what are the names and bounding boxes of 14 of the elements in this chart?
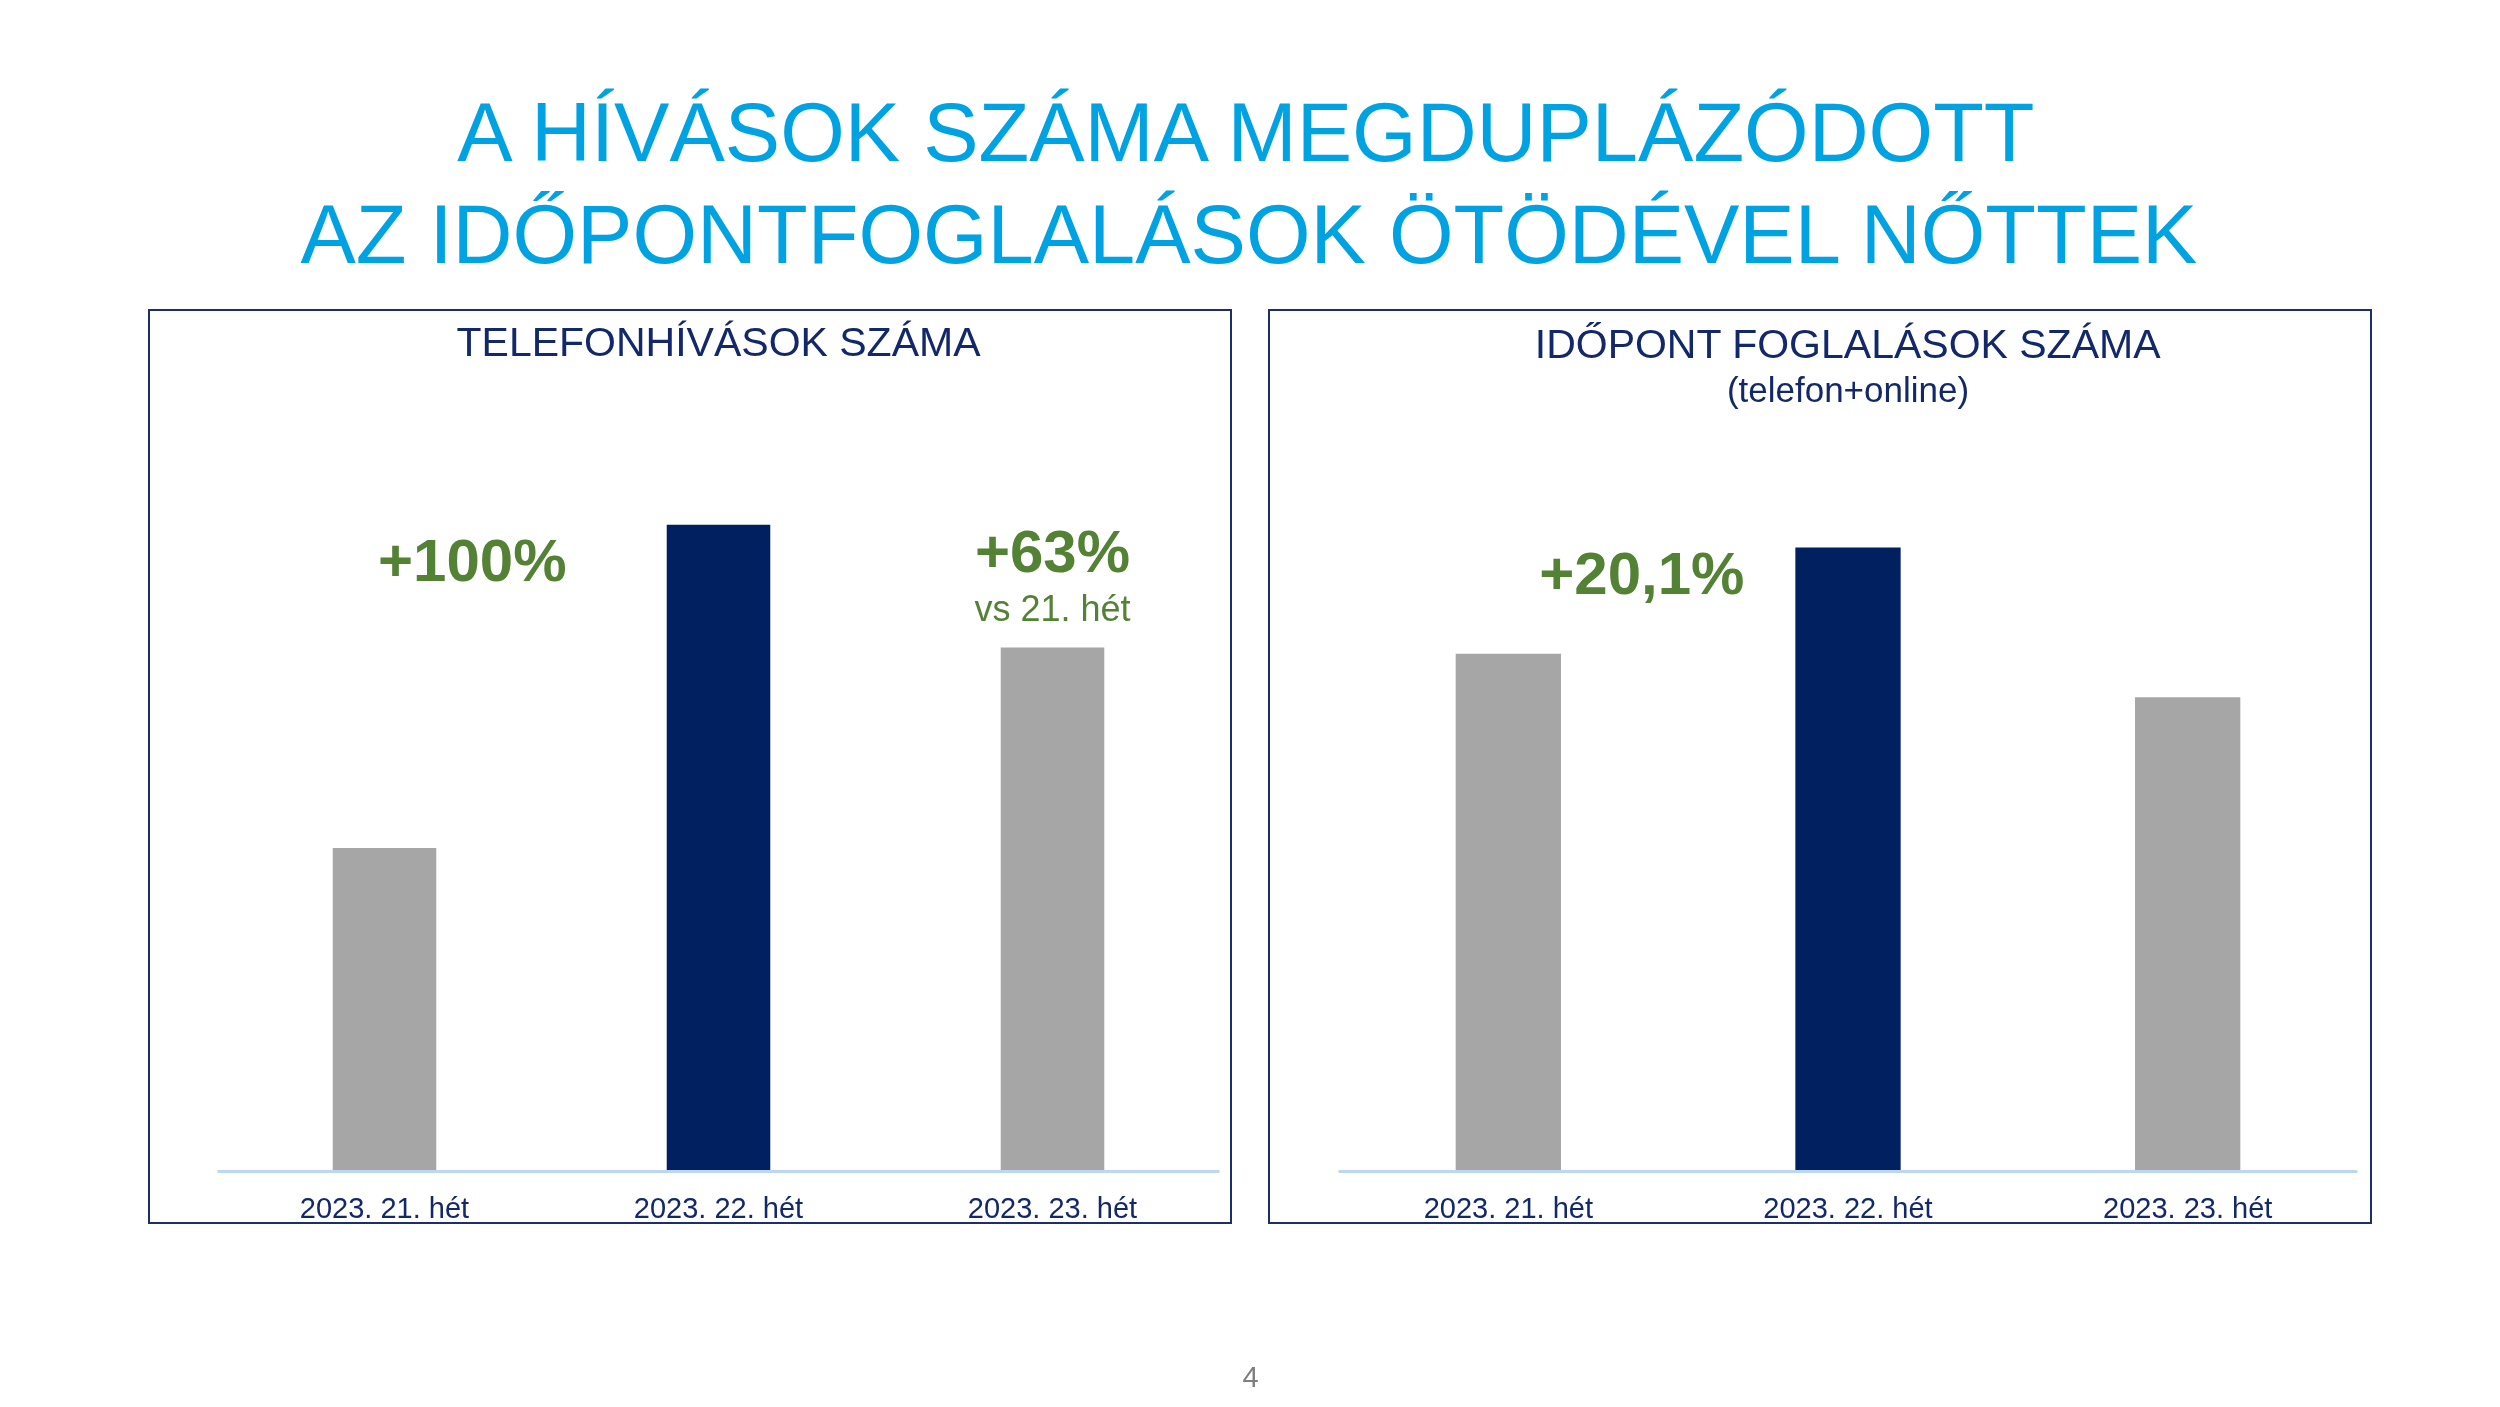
text: A HÍVÁSOK SZÁMA MEGDUPLÁZÓDOTT AZ IDŐPONTFOGLALÁSOK ÖTÖDÉVEL NŐTTEK xyxy=(300,85,2198,282)
x-tick-label: 2023. 22. hét xyxy=(633,1191,804,1224)
annotation: +20,1% xyxy=(1539,540,1745,608)
x-tick-label: 2023. 23. hét xyxy=(2103,1191,2273,1224)
chart-title: TELEFONHÍVÁSOK SZÁMA xyxy=(456,318,982,365)
x-tick-label: 2023. 21. hét xyxy=(299,1191,470,1224)
annotation: +100% xyxy=(378,527,567,595)
chart-subtitle: (telefon+online) xyxy=(1726,369,1970,409)
x-tick-label: 2023. 21. hét xyxy=(1423,1191,1593,1224)
text: 4 xyxy=(1242,1360,1259,1393)
chart-title: IDŐPONT FOGLALÁSOK SZÁMA xyxy=(1534,320,2162,367)
x-tick-label: 2023. 22. hét xyxy=(1763,1191,1933,1224)
x-tick-label: 2023. 23. hét xyxy=(967,1191,1138,1224)
annotation: +63% vs 21. hét xyxy=(974,518,1131,630)
